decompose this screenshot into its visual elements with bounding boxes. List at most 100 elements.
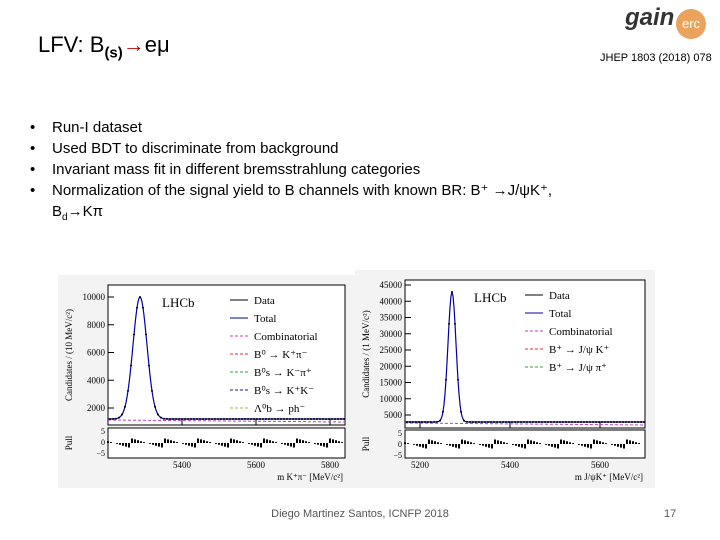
bullet: • Used BDT to discriminate from backgroun… (30, 138, 552, 159)
data-point (493, 421, 495, 423)
data-point (505, 421, 507, 423)
data-point (151, 389, 153, 392)
data-point (517, 421, 519, 423)
combinatorial (404, 422, 646, 426)
data-point (202, 418, 204, 420)
data-point (406, 421, 408, 423)
data-point (118, 416, 120, 419)
experiment: LHCb (474, 290, 507, 305)
data-point (415, 421, 417, 423)
legend-label: Λ⁰b → ph⁻ (254, 403, 305, 415)
y-tick-label: 5000 (384, 410, 403, 420)
y-tick-label: 10000 (83, 292, 106, 302)
legend-label: B⁺ → J/ψ π⁺ (549, 362, 607, 374)
data-point (607, 421, 609, 423)
data-point (598, 421, 600, 423)
pull-tick-label: −5 (96, 449, 105, 458)
bullet-dot: • (30, 161, 36, 178)
y-axis-label: Candidates / (10 MeV/c²) (64, 309, 74, 401)
pull-label: Pull (64, 435, 74, 450)
y-tick-label: 10000 (380, 394, 403, 404)
y-tick-label: 6000 (87, 348, 106, 358)
x-tick-label: 5400 (501, 460, 520, 470)
data-point (430, 421, 432, 423)
data-point (328, 418, 330, 420)
data-point (175, 418, 177, 420)
data-point (433, 421, 435, 423)
data-point (595, 421, 597, 423)
data-point (292, 418, 294, 420)
data-point (463, 419, 465, 422)
data-point (238, 418, 240, 420)
bullet-dot: • (30, 182, 36, 199)
data-point (316, 418, 318, 420)
data-point (604, 421, 606, 423)
data-point (562, 421, 564, 423)
pull-tick-label: −5 (393, 451, 402, 460)
pull-label: Pull (361, 436, 371, 451)
bullet-list: • Run-I dataset • Used BDT to discriminate … (30, 117, 552, 228)
legend-label: Data (254, 295, 275, 307)
x-tick-label: 5200 (411, 460, 430, 470)
data-point (301, 418, 303, 420)
data-point (214, 418, 216, 420)
data-point (211, 418, 213, 420)
logo: gain (625, 4, 675, 31)
data-point (343, 418, 345, 420)
data-point (586, 421, 588, 423)
data-point (334, 418, 336, 420)
data-point (496, 421, 498, 423)
data-point (559, 421, 561, 423)
data-point (427, 421, 429, 423)
data-point (337, 418, 339, 420)
data-point (235, 418, 237, 420)
data-point (520, 421, 522, 423)
legend-label: Total (254, 313, 276, 325)
data-point (331, 418, 333, 420)
data-point (544, 421, 546, 423)
data-point (196, 418, 198, 420)
reference: JHEP 1803 (2018) 078 (600, 52, 712, 64)
data-point (187, 418, 189, 420)
data-point (295, 418, 297, 420)
combinatorial (107, 419, 346, 423)
data-point (112, 417, 114, 420)
data-point (475, 421, 477, 423)
data-point (421, 421, 423, 423)
data-point (226, 418, 228, 420)
x-axis-label: m K⁺π⁻ [MeV/c²] (277, 472, 343, 482)
data-point (166, 417, 168, 420)
bullet-cont: Bd→Kπ (52, 201, 552, 228)
data-point (163, 417, 165, 420)
data-point (217, 418, 219, 420)
data-point (139, 296, 141, 298)
data-point (550, 421, 552, 423)
bullet-text: Invariant mass fit in different bremsstr… (52, 161, 421, 178)
data-point (478, 421, 480, 423)
data-point (583, 421, 585, 423)
data-point (454, 322, 456, 325)
data-point (280, 418, 282, 420)
bullet: • Invariant mass fit in different bremsst… (30, 159, 552, 180)
data-point (481, 421, 483, 423)
data-point (115, 417, 117, 420)
data-point (556, 421, 558, 423)
data-point (298, 418, 300, 420)
data-point (157, 413, 159, 416)
data-point (265, 418, 267, 420)
data-point (250, 418, 252, 420)
data-point (271, 418, 273, 420)
x-tick-label: 5600 (591, 460, 610, 470)
data-point (208, 418, 210, 420)
title-main: LFV: B (38, 32, 105, 57)
data-point (484, 421, 486, 423)
y-tick-label: 20000 (380, 361, 403, 371)
x-tick-label: 5400 (173, 460, 192, 470)
data-point (127, 389, 129, 392)
title-arrow: → (122, 32, 145, 57)
title-sub: (s) (104, 44, 123, 62)
data-point (145, 333, 147, 336)
data-point (130, 364, 132, 367)
data-point (568, 421, 570, 423)
bullet-dot: • (30, 140, 36, 157)
